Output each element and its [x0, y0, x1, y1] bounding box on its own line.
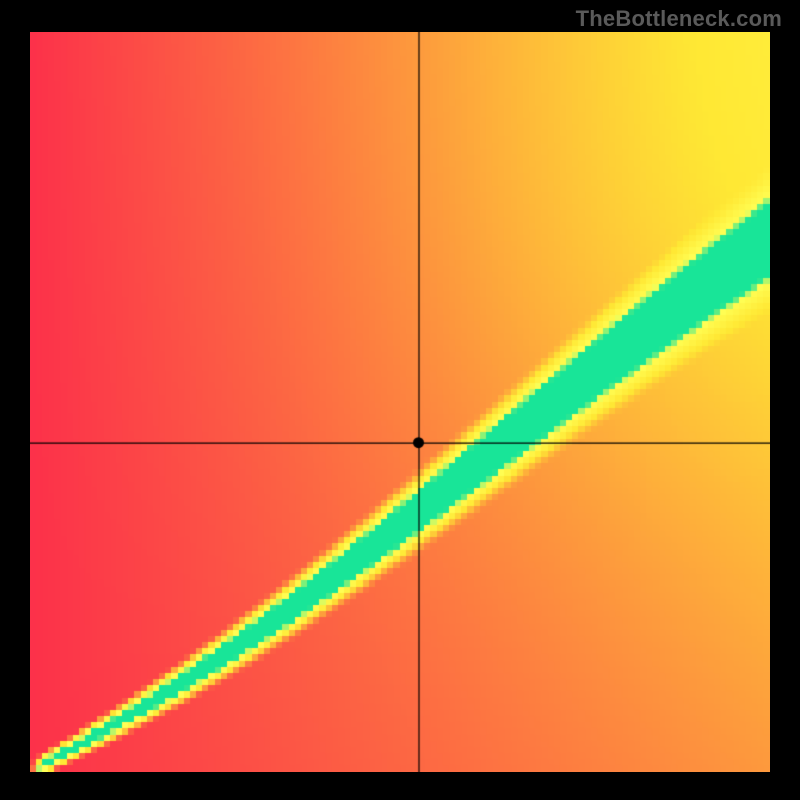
watermark-text: TheBottleneck.com: [576, 6, 782, 32]
heatmap-canvas: [30, 32, 770, 772]
chart-container: { "watermark": { "text": "TheBottleneck.…: [0, 0, 800, 800]
